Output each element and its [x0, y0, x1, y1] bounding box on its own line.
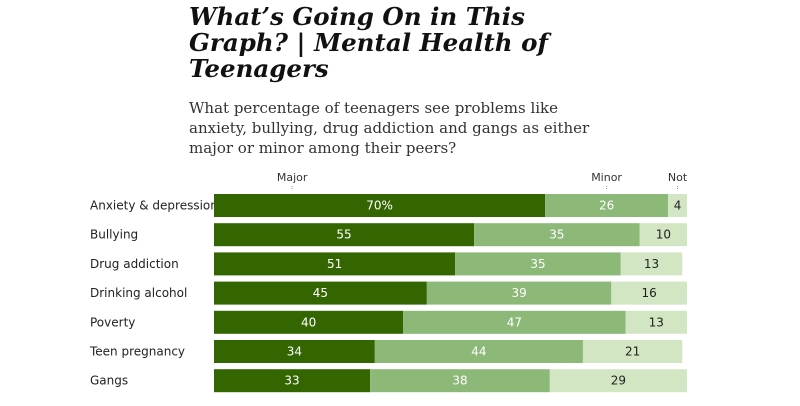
legend-minor: Minor	[591, 171, 622, 184]
bar-major	[214, 310, 404, 334]
bar-major	[214, 369, 371, 393]
category-label: Gangs	[90, 374, 128, 388]
bar-not	[625, 310, 687, 334]
chart-subtitle: What percentage of teenagers see problem…	[189, 99, 590, 157]
bar-not	[582, 340, 683, 363]
legend-major: Major	[277, 171, 308, 184]
data-label-major: 34	[287, 345, 302, 359]
data-label-major: 70%	[366, 199, 393, 213]
bar-not	[549, 369, 687, 393]
bar-major	[214, 340, 375, 363]
data-label-not: 4	[674, 199, 682, 213]
category-label: Drinking alcohol	[90, 286, 187, 300]
bar-minor	[403, 310, 626, 334]
bar-minor	[474, 223, 640, 247]
data-label-minor: 35	[530, 257, 545, 271]
legend-not: Not	[668, 171, 688, 184]
bar-minor	[370, 369, 550, 393]
bar-minor	[545, 194, 669, 217]
bar-not	[611, 281, 687, 305]
data-label-not: 29	[611, 374, 626, 388]
category-label: Poverty	[90, 315, 135, 329]
data-label-minor: 44	[471, 345, 486, 359]
data-label-not: 13	[649, 315, 664, 329]
data-label-not: 10	[656, 228, 671, 242]
bar-major	[214, 281, 427, 305]
data-label-not: 16	[642, 286, 657, 300]
bar-major	[214, 223, 475, 247]
data-label-minor: 47	[507, 315, 522, 329]
category-label: Bullying	[90, 228, 138, 242]
chart-title: What’s Going On in This Graph? | Mental …	[189, 2, 548, 83]
data-label-minor: 35	[549, 228, 564, 242]
data-label-not: 21	[625, 345, 640, 359]
data-label-major: 51	[327, 257, 342, 271]
bar-not	[620, 252, 683, 276]
data-label-major: 33	[284, 374, 299, 388]
bar-not	[639, 223, 687, 247]
data-label-not: 13	[644, 257, 659, 271]
category-label: Drug addiction	[90, 257, 179, 271]
bar-minor	[374, 340, 583, 363]
category-label: Teen pregnancy	[89, 345, 185, 359]
bar-minor	[455, 252, 621, 276]
category-label: Anxiety & depression	[90, 199, 218, 213]
data-label-major: 55	[336, 228, 351, 242]
bar-major	[214, 252, 456, 276]
data-label-major: 40	[301, 315, 316, 329]
data-label-minor: 39	[511, 286, 526, 300]
data-label-minor: 38	[452, 374, 467, 388]
data-label-minor: 26	[599, 199, 614, 213]
bar-minor	[426, 281, 612, 305]
bar-major	[214, 194, 546, 217]
bar-not	[668, 194, 687, 217]
data-label-major: 45	[313, 286, 328, 300]
